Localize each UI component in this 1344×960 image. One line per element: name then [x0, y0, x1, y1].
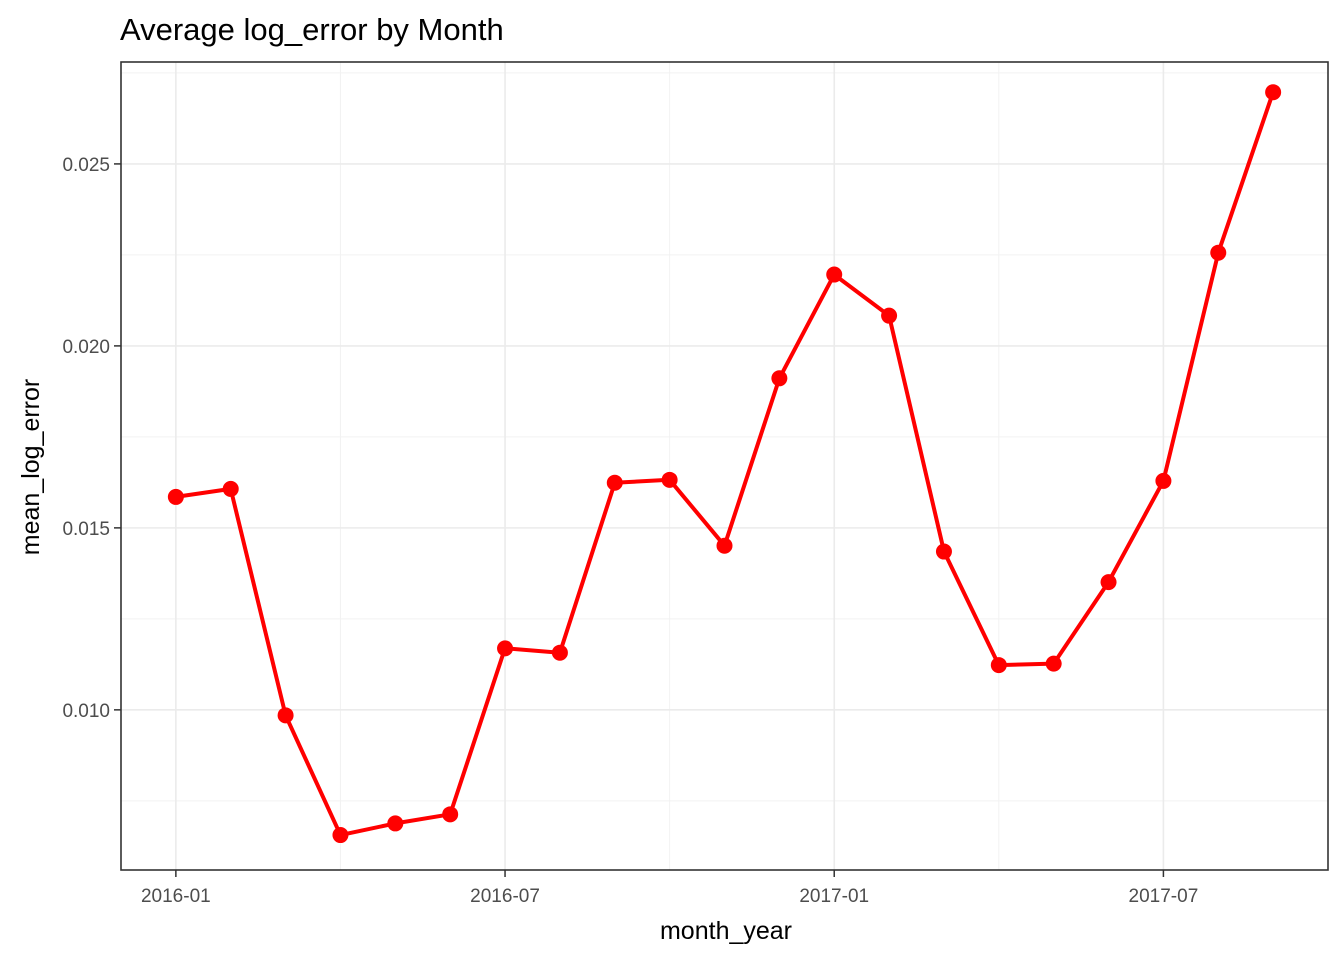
grid-major	[121, 62, 1328, 870]
data-point	[661, 471, 678, 488]
grid-minor	[121, 62, 1328, 870]
data-point	[387, 815, 404, 832]
data-point	[935, 543, 952, 560]
data-point	[771, 370, 788, 387]
y-axis-title: mean_log_error	[17, 379, 45, 556]
data-point	[332, 827, 349, 844]
data-point	[1045, 655, 1062, 672]
data-point	[167, 488, 184, 505]
data-point	[881, 307, 898, 324]
y-tick-label: 0.020	[62, 337, 110, 358]
x-tick-label: 2016-01	[141, 886, 211, 907]
data-point	[990, 657, 1007, 674]
data-point	[1155, 472, 1172, 489]
y-tick-label: 0.025	[62, 155, 110, 176]
data-point	[1265, 84, 1282, 101]
x-tick-label: 2017-07	[1129, 886, 1199, 907]
data-point	[1210, 244, 1227, 261]
data-point	[551, 644, 568, 661]
plot-panel	[120, 61, 1329, 871]
data-point	[497, 640, 514, 657]
data-point	[277, 707, 294, 724]
y-tick-label: 0.010	[62, 701, 110, 722]
x-tick-label: 2016-07	[470, 886, 540, 907]
data-point	[442, 806, 459, 823]
y-axis: 0.010 0.015 0.020 0.025	[62, 155, 121, 722]
data-point	[826, 266, 843, 283]
series-layer	[167, 84, 1282, 844]
data-point	[716, 537, 733, 554]
x-axis: 2016-01 2016-07 2017-01 2017-07	[141, 870, 1198, 907]
chart-title: Average log_error by Month	[120, 12, 504, 47]
y-tick-label: 0.015	[62, 519, 110, 540]
data-point	[606, 474, 623, 491]
data-point	[1100, 574, 1117, 591]
x-tick-label: 2017-01	[799, 886, 869, 907]
data-point	[222, 480, 239, 497]
x-axis-title: month_year	[660, 917, 792, 945]
